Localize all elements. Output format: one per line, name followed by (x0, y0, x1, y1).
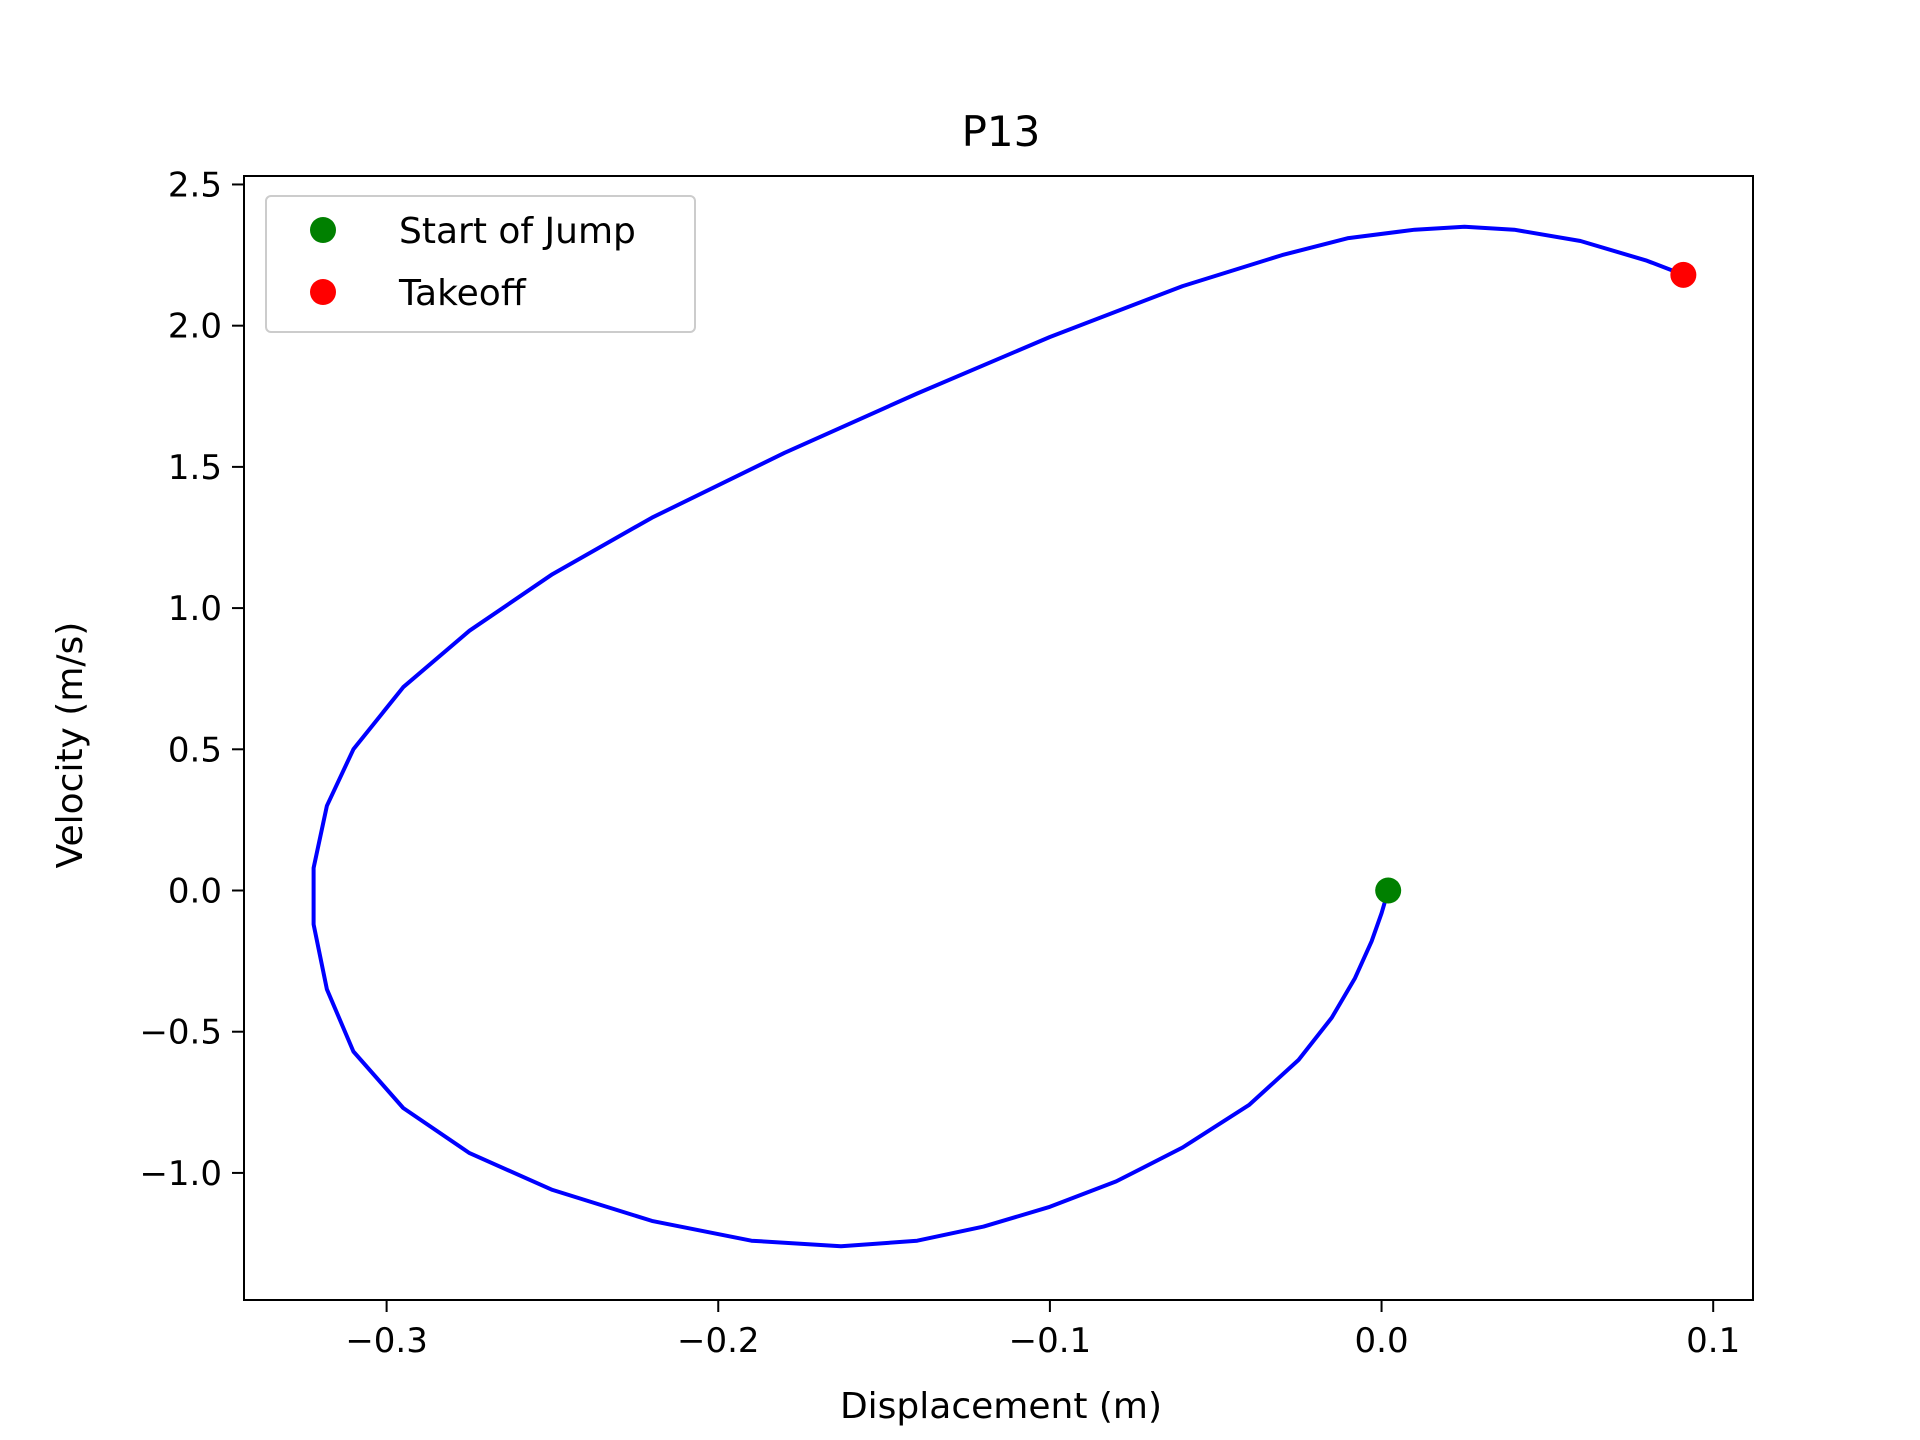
y-tick-label-5: 1.5 (168, 448, 222, 488)
legend-label-1: Takeoff (398, 273, 527, 314)
y-tick-label-7: 2.5 (168, 165, 222, 205)
y-tick-label-1: −0.5 (139, 1013, 222, 1053)
y-axis-label: Velocity (m/s) (50, 622, 91, 869)
y-tick-label-3: 0.5 (168, 730, 222, 770)
y-tick-label-6: 2.0 (168, 307, 222, 347)
legend-label-0: Start of Jump (399, 211, 636, 252)
chart-title: P13 (962, 107, 1041, 156)
series-line (311, 224, 1686, 1249)
plot-area (243, 175, 1754, 1301)
y-tick-label-2: 0.0 (168, 872, 222, 912)
marker-1 (1670, 261, 1697, 288)
x-tick-label-3: 0.0 (1355, 1321, 1409, 1361)
legend: Start of Jump Takeoff (265, 195, 696, 333)
x-tick-label-1: −0.2 (677, 1321, 760, 1361)
legend-box (265, 195, 696, 333)
y-tick-label-0: −1.0 (139, 1154, 222, 1194)
marker-layer (1375, 261, 1697, 904)
y-tick-label-4: 1.0 (168, 589, 222, 629)
x-axis: −0.3 −0.2 −0.1 0.0 0.1 (345, 1300, 1740, 1361)
y-axis: −1.0 −0.5 0.0 0.5 1.0 1.5 2.0 2.5 (139, 165, 244, 1194)
x-axis-label: Displacement (m) (840, 1386, 1162, 1427)
x-tick-label-0: −0.3 (345, 1321, 428, 1361)
x-tick-label-2: −0.1 (1009, 1321, 1092, 1361)
plot-frame (243, 175, 1754, 1301)
legend-marker-1 (310, 279, 336, 305)
x-tick-label-4: 0.1 (1686, 1321, 1740, 1361)
legend-marker-0 (310, 217, 336, 243)
marker-0 (1375, 877, 1402, 904)
